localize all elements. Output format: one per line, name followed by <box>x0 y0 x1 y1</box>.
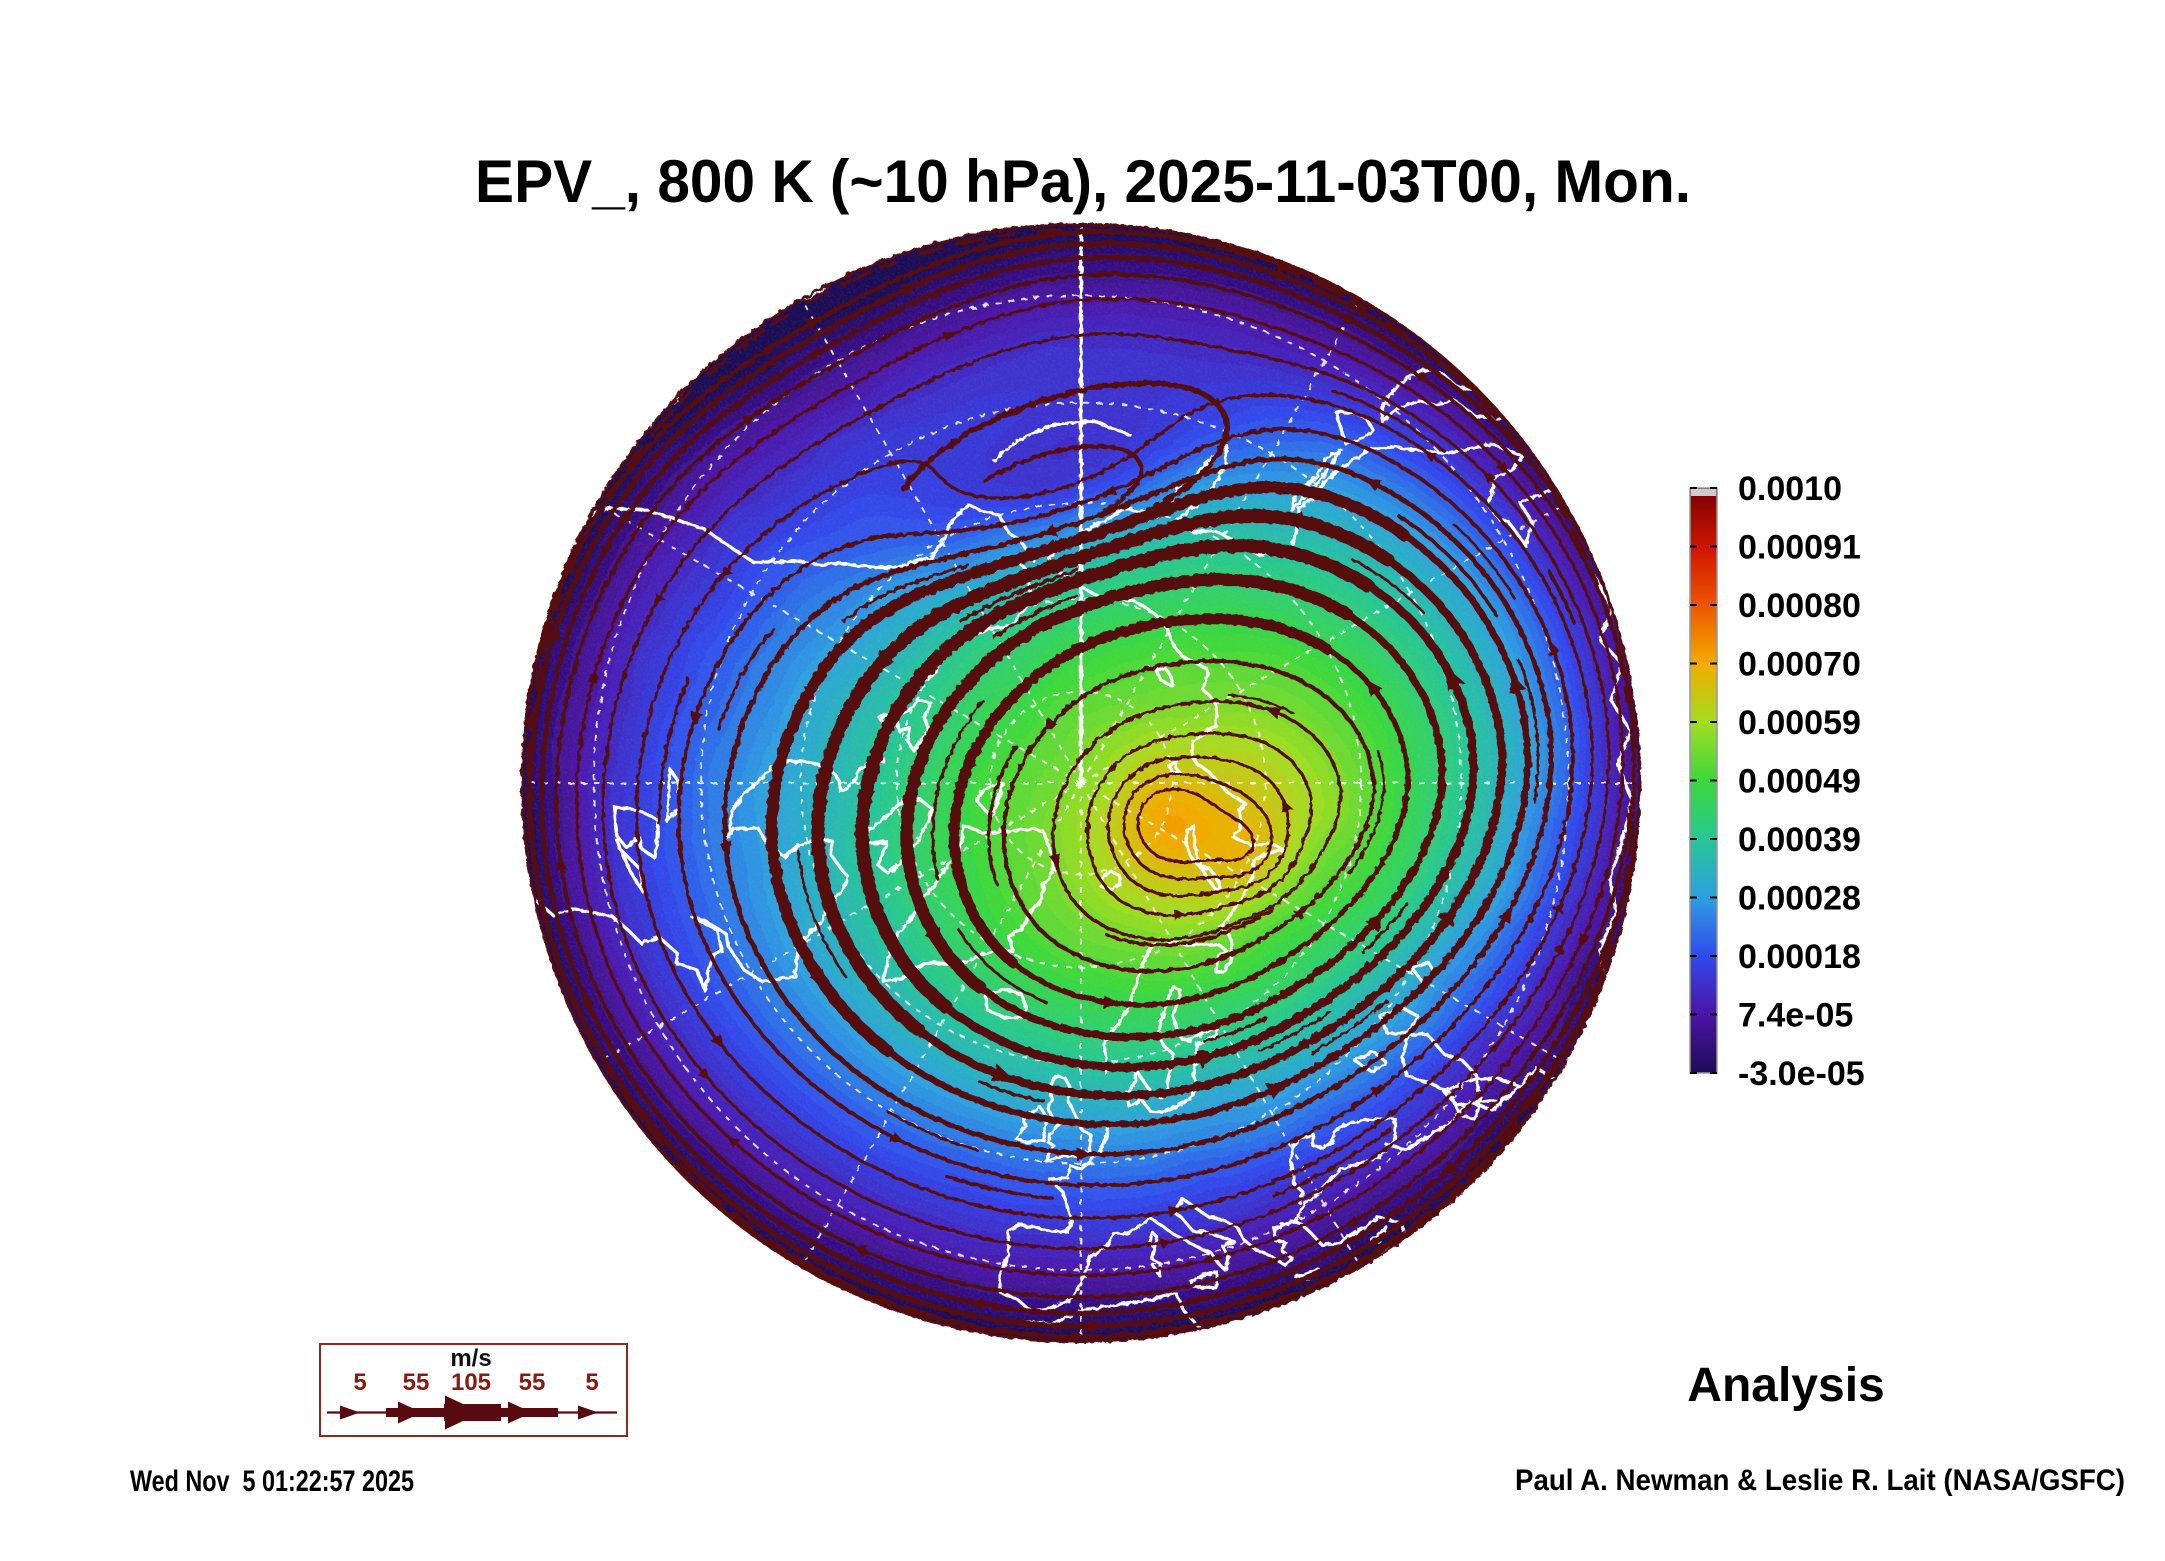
svg-text:0.00018: 0.00018 <box>1738 938 1861 976</box>
svg-text:7.4e-05: 7.4e-05 <box>1738 997 1853 1035</box>
svg-text:0.00080: 0.00080 <box>1738 587 1861 625</box>
svg-text:m/s: m/s <box>450 1345 491 1372</box>
svg-text:-3.0e-05: -3.0e-05 <box>1738 1055 1865 1093</box>
svg-text:105: 105 <box>451 1369 491 1396</box>
svg-text:5: 5 <box>585 1369 598 1396</box>
svg-text:5: 5 <box>353 1369 366 1396</box>
svg-text:EPV_, 800 K (~10 hPa), 2025-11: EPV_, 800 K (~10 hPa), 2025-11-03T00, Mo… <box>475 148 1691 215</box>
svg-text:0.00049: 0.00049 <box>1738 763 1861 801</box>
svg-text:0.00091: 0.00091 <box>1738 529 1861 567</box>
svg-text:Analysis: Analysis <box>1687 1359 1884 1412</box>
svg-text:0.0010: 0.0010 <box>1738 470 1842 508</box>
svg-text:Paul A. Newman & Leslie R. Lai: Paul A. Newman & Leslie R. Lait (NASA/GS… <box>1515 1464 2125 1497</box>
svg-text:55: 55 <box>403 1369 430 1396</box>
svg-text:55: 55 <box>519 1369 546 1396</box>
svg-text:Wed Nov 5 01:22:57 2025: Wed Nov 5 01:22:57 2025 <box>130 1465 414 1498</box>
svg-text:0.00028: 0.00028 <box>1738 880 1861 918</box>
svg-text:0.00059: 0.00059 <box>1738 704 1861 742</box>
svg-text:0.00070: 0.00070 <box>1738 646 1861 684</box>
svg-text:0.00039: 0.00039 <box>1738 821 1861 859</box>
